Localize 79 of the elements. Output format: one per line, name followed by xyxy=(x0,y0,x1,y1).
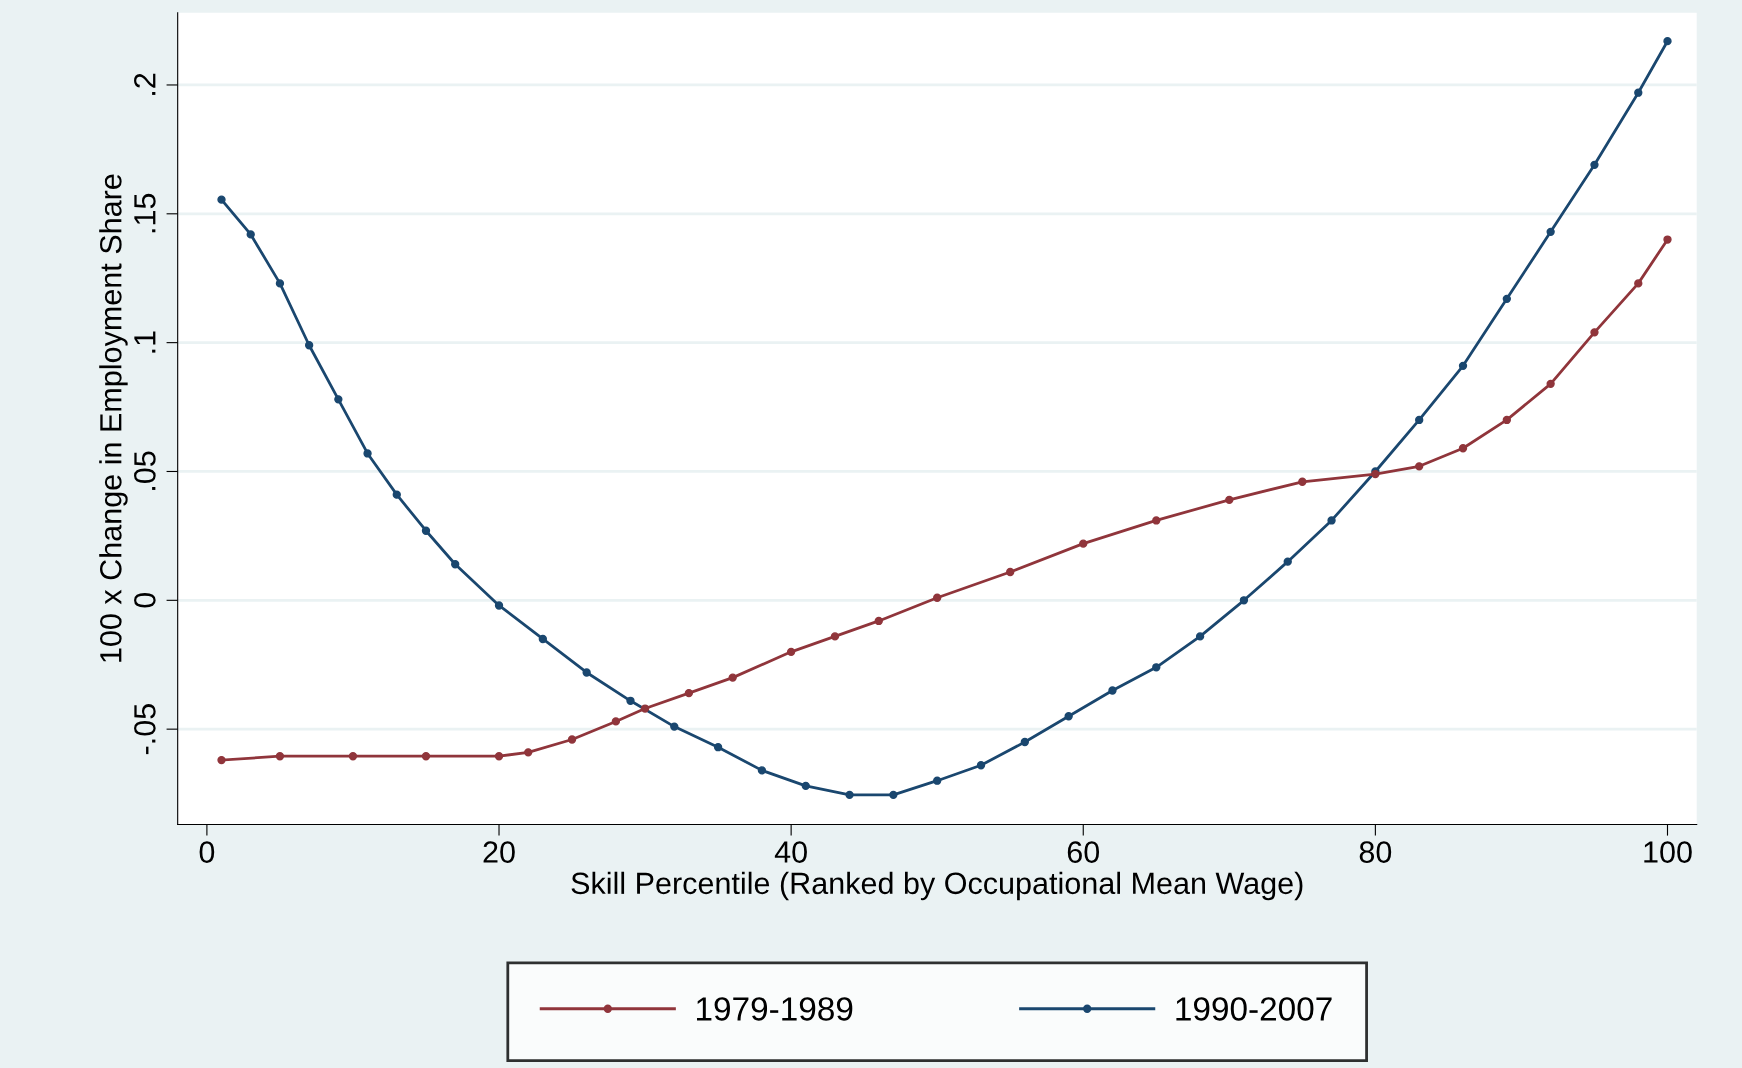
point xyxy=(1663,36,1672,46)
point xyxy=(757,766,767,775)
point xyxy=(1020,737,1029,747)
point xyxy=(217,195,226,204)
point xyxy=(1079,539,1088,548)
point xyxy=(1064,712,1073,721)
point xyxy=(1152,663,1161,672)
point xyxy=(348,752,358,761)
y-tick-label: .1 xyxy=(134,331,156,353)
y-tick-label: .2 xyxy=(134,73,156,95)
point xyxy=(845,790,854,800)
point xyxy=(363,449,372,458)
point xyxy=(1663,235,1672,244)
x-tick-label: 100 xyxy=(1644,841,1692,863)
point xyxy=(1502,294,1512,304)
point xyxy=(217,755,226,765)
point xyxy=(786,647,796,657)
y-tick-label: .15 xyxy=(134,193,156,233)
legend-label: 1979-1989 xyxy=(697,997,853,1021)
point xyxy=(421,752,431,761)
point xyxy=(1195,632,1205,641)
point xyxy=(1283,557,1292,566)
point xyxy=(1590,328,1599,337)
point xyxy=(976,761,986,770)
point xyxy=(933,776,942,785)
point xyxy=(1458,444,1468,453)
legend-label: 1990-2007 xyxy=(1176,997,1332,1021)
point xyxy=(392,490,401,499)
point xyxy=(1546,379,1555,389)
point xyxy=(451,560,460,569)
point xyxy=(1546,227,1555,237)
point xyxy=(1006,567,1015,577)
point xyxy=(582,668,591,677)
point xyxy=(275,279,285,288)
point xyxy=(670,722,679,731)
point xyxy=(1225,495,1234,504)
point xyxy=(1502,415,1512,425)
x-tick-label: 80 xyxy=(1359,841,1392,863)
point xyxy=(1634,279,1643,288)
point xyxy=(874,616,883,626)
point xyxy=(304,341,314,350)
point xyxy=(611,717,621,726)
point xyxy=(1327,516,1336,525)
x-tick-label: 40 xyxy=(774,841,807,863)
point xyxy=(801,781,810,791)
point xyxy=(538,634,548,644)
point xyxy=(728,673,737,682)
point xyxy=(1590,160,1599,170)
y-axis-title: 100 x Change in Employment Share xyxy=(99,174,128,662)
x-axis-title: Skill Percentile (Ranked by Occupational Mean Wage) xyxy=(571,871,1303,901)
point xyxy=(830,632,840,641)
point xyxy=(1415,462,1424,471)
point xyxy=(334,395,343,404)
point xyxy=(1152,516,1161,525)
point xyxy=(567,735,577,744)
y-tick-label: .05 xyxy=(134,451,156,490)
point xyxy=(713,743,723,752)
point xyxy=(684,688,694,698)
point xyxy=(494,601,504,610)
point xyxy=(524,748,533,757)
x-tick-label: 0 xyxy=(199,841,215,863)
point xyxy=(1239,596,1249,605)
point xyxy=(275,752,285,761)
y-tick-label: -.05 xyxy=(134,704,156,755)
point xyxy=(1415,415,1424,425)
point xyxy=(1634,88,1643,97)
point xyxy=(421,526,431,535)
x-tick-label: 20 xyxy=(483,841,515,863)
point xyxy=(1298,477,1307,486)
point xyxy=(1458,361,1468,370)
point xyxy=(626,696,635,705)
point xyxy=(640,704,650,713)
point xyxy=(494,752,504,761)
x-tick-label: 60 xyxy=(1067,841,1100,863)
point xyxy=(933,593,942,602)
y-tick-label: 0 xyxy=(134,593,156,608)
point xyxy=(1108,686,1117,695)
point xyxy=(889,790,898,800)
point xyxy=(246,230,255,239)
